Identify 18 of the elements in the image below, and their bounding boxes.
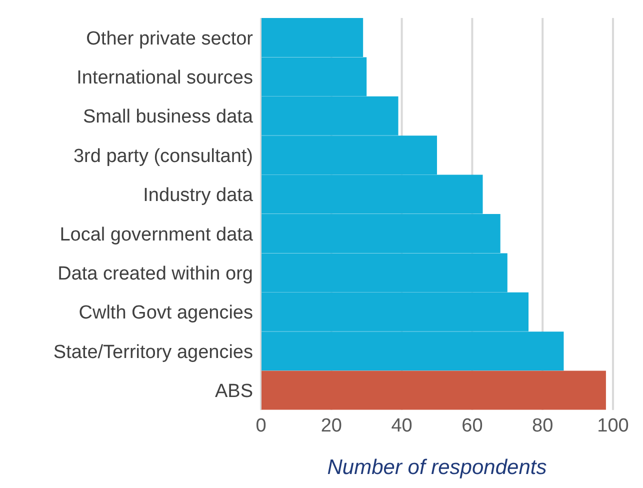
y-tick-label: ABS (214, 381, 253, 402)
x-tick-label: 0 (256, 415, 266, 436)
y-tick-label: Cwlth Govt agencies (78, 302, 253, 324)
x-tick-label: 60 (462, 415, 483, 436)
x-tick-label: 20 (320, 415, 342, 436)
y-tick-label: Data created within org (58, 264, 253, 285)
x-axis-title: Number of respondents (327, 456, 548, 479)
y-tick-label: International sources (76, 68, 253, 89)
y-tick-label: State/Territory agencies (53, 342, 253, 363)
y-tick-label: Other private sector (86, 28, 254, 50)
bar (261, 370, 606, 410)
y-tick-label: Industry data (143, 185, 254, 206)
x-tick-label: 40 (391, 415, 412, 436)
y-tick-label: Small business data (82, 106, 254, 128)
x-tick-label: 80 (532, 415, 554, 436)
y-tick-label: Local government data (60, 224, 254, 246)
y-tick-label: 3rd party (consultant) (73, 146, 253, 167)
x-tick-label: 100 (597, 415, 629, 436)
